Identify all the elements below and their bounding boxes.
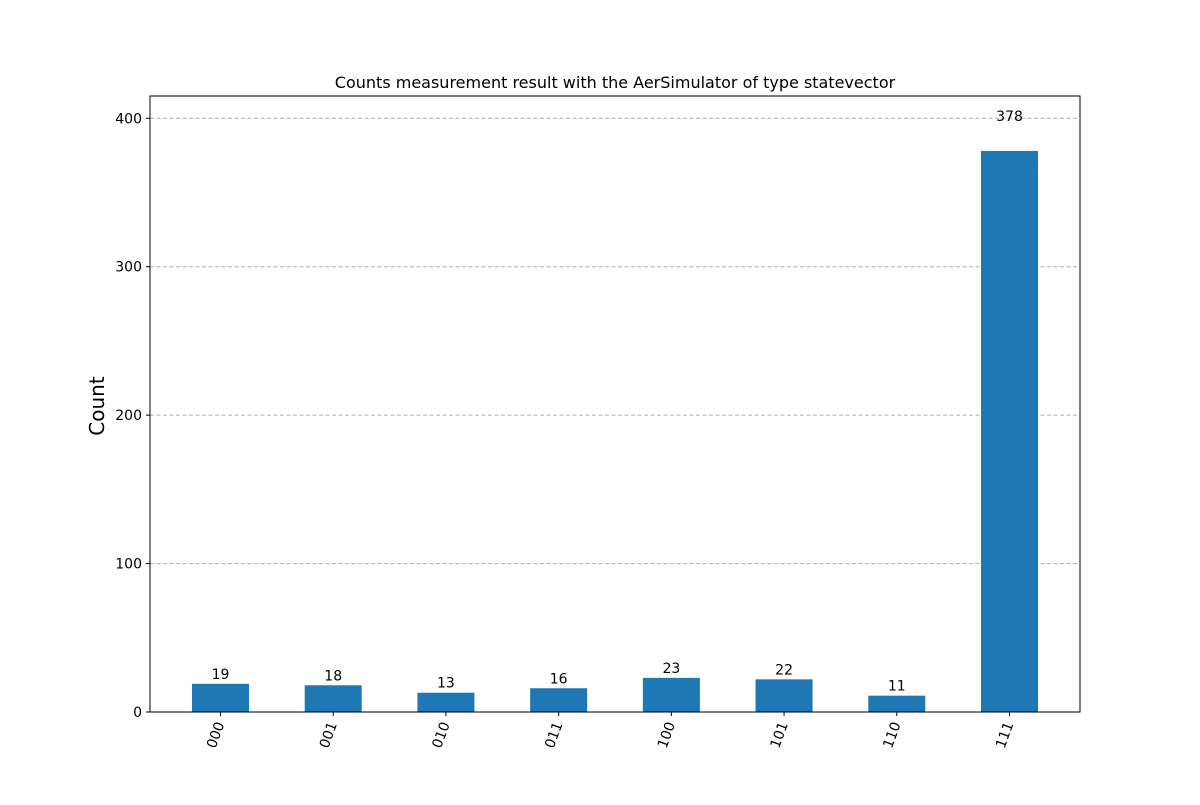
x-tick-label-011: 011 [542, 720, 566, 751]
x-tick-label-101: 101 [768, 720, 792, 751]
bar-111 [981, 150, 1038, 713]
y-tick-label: 200 [115, 408, 142, 424]
x-tick-label-010: 010 [430, 720, 454, 751]
x-tick-label-001: 001 [317, 720, 341, 751]
bar-110 [868, 695, 926, 712]
bar-001 [304, 685, 362, 712]
x-tick-label-100: 100 [655, 720, 679, 751]
x-tick-label-111: 111 [993, 720, 1017, 751]
data-label-010: 13 [437, 676, 455, 692]
data-label-001: 18 [324, 668, 342, 684]
y-tick-label: 300 [115, 260, 142, 276]
data-label-000: 19 [212, 667, 230, 683]
grid-lines [150, 117, 1080, 565]
x-tick-label-000: 000 [204, 720, 228, 751]
x-tick-label-110: 110 [880, 720, 904, 751]
bar-010 [417, 692, 475, 712]
bar-101 [755, 679, 813, 712]
data-labels: 19 18 13 16 23 22 11 378 [212, 109, 1023, 695]
plot-area-frame [149, 95, 1081, 713]
data-label-011: 16 [550, 671, 568, 687]
bar-000 [192, 683, 249, 712]
y-tick-label: 0 [133, 705, 142, 721]
y-tick-label: 100 [115, 557, 142, 573]
data-label-110: 11 [888, 679, 906, 695]
chart-title: Counts measurement result with the AerSi… [335, 73, 896, 92]
data-label-100: 23 [662, 661, 680, 677]
x-axis-ticks: 000 001 010 011 100 101 110 111 [204, 712, 1017, 750]
data-label-101: 22 [775, 662, 793, 678]
bars [192, 150, 1038, 713]
y-axis-ticks: 0 100 200 300 400 [115, 111, 150, 721]
y-axis-label: Count [85, 376, 109, 436]
bar-011 [530, 688, 588, 712]
bar-100 [642, 677, 700, 712]
y-tick-label: 400 [115, 111, 142, 127]
data-label-111: 378 [996, 109, 1023, 125]
